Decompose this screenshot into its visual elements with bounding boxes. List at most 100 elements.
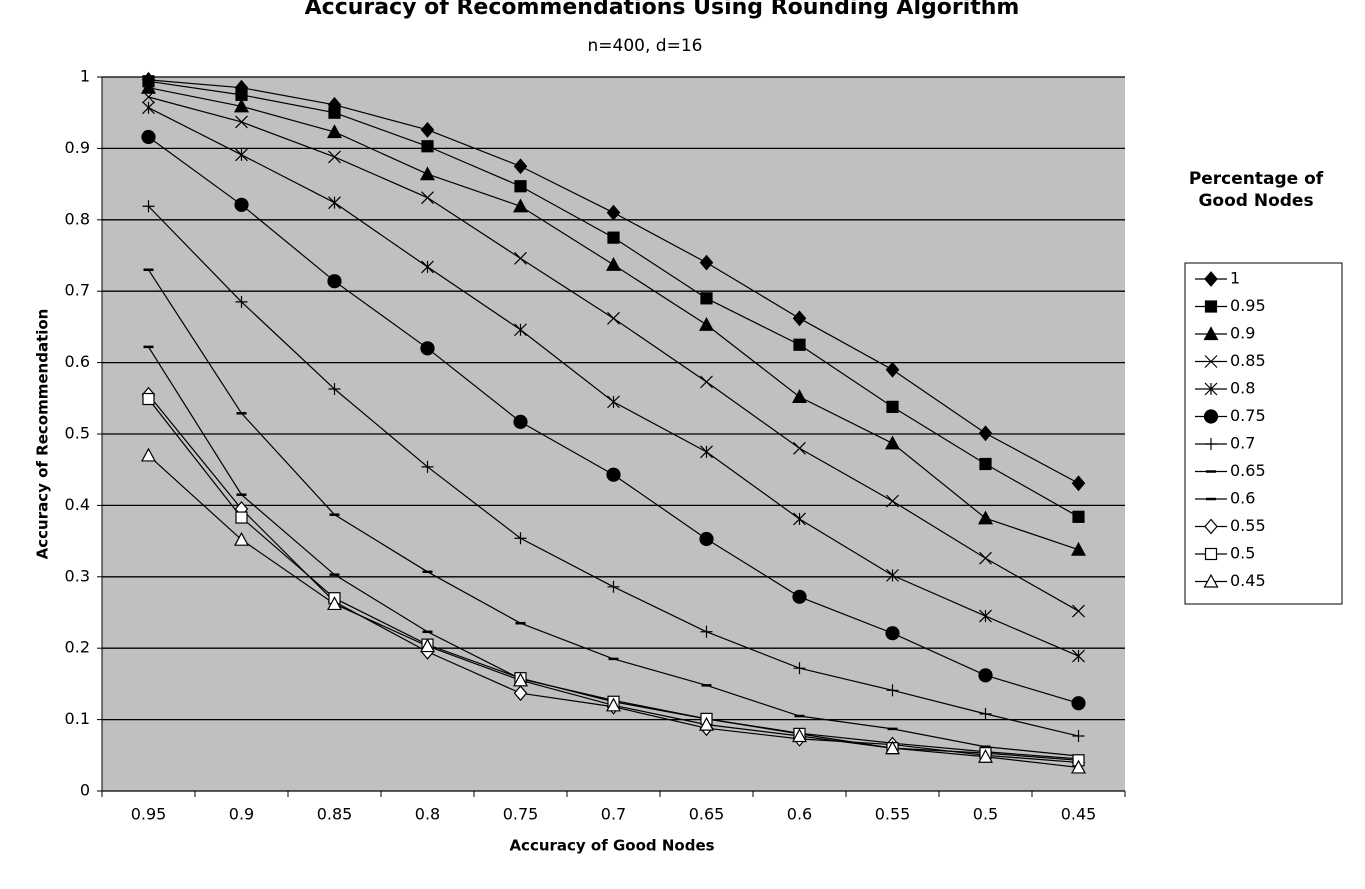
marker: [979, 551, 992, 565]
marker: [513, 158, 528, 175]
marker: [234, 197, 249, 212]
marker: [700, 445, 713, 459]
marker: [514, 180, 527, 193]
marker: [792, 589, 807, 604]
y-tick-label: 0.9: [65, 138, 90, 157]
marker: [1072, 604, 1085, 618]
marker: [979, 609, 992, 623]
marker: [886, 400, 899, 413]
marker: [328, 106, 341, 119]
marker: [233, 531, 250, 546]
y-tick-label: 0.4: [65, 495, 90, 514]
x-tick-label: 0.85: [317, 805, 353, 824]
marker: [1204, 518, 1218, 535]
marker: [793, 338, 806, 351]
marker: [514, 323, 527, 337]
legend-label: 0.55: [1230, 516, 1266, 535]
legend-label: 0.9: [1230, 324, 1255, 343]
marker: [1070, 759, 1087, 774]
marker: [886, 684, 899, 697]
x-axis-label: Accuracy of Good Nodes: [509, 837, 714, 855]
marker: [1205, 438, 1217, 450]
x-tick-label: 0.65: [689, 805, 725, 824]
legend-box: [1184, 262, 1343, 605]
marker: [419, 638, 436, 653]
legend-label: 0.6: [1230, 489, 1255, 508]
y-tick-label: 0.2: [65, 638, 90, 657]
marker: [512, 672, 529, 687]
y-tick-label: 0.3: [65, 566, 90, 585]
y-tick-label: 0.1: [65, 709, 90, 728]
marker: [698, 316, 715, 331]
marker: [793, 512, 806, 526]
marker: [1203, 573, 1219, 588]
marker: [420, 121, 435, 138]
marker: [884, 740, 901, 755]
marker: [1072, 730, 1085, 743]
marker: [1204, 355, 1218, 368]
marker: [700, 625, 713, 638]
x-tick-label: 0.45: [1061, 805, 1097, 824]
marker: [885, 361, 900, 378]
marker: [1204, 547, 1218, 561]
x-tick-label: 0.8: [415, 805, 440, 824]
x-tick-label: 0.5: [973, 805, 998, 824]
chart-title: Accuracy of Recommendations Using Roundi…: [305, 0, 1020, 20]
marker: [235, 148, 248, 162]
marker: [1204, 300, 1218, 313]
x-tick-label: 0.75: [503, 805, 539, 824]
marker: [141, 129, 156, 145]
marker: [977, 510, 994, 525]
legend-label: 0.75: [1230, 406, 1266, 425]
marker: [979, 707, 992, 720]
marker: [793, 441, 806, 455]
marker: [978, 668, 993, 683]
marker: [607, 231, 620, 244]
marker: [326, 124, 343, 139]
marker: [421, 260, 434, 274]
marker: [886, 568, 899, 582]
marker: [142, 200, 155, 213]
marker: [605, 697, 622, 712]
marker: [235, 511, 248, 524]
x-tick-label: 0.7: [601, 805, 626, 824]
marker: [699, 254, 714, 271]
marker: [1071, 475, 1086, 492]
marker: [1072, 649, 1085, 663]
marker: [698, 716, 715, 731]
x-tick-label: 0.9: [229, 805, 254, 824]
marker: [605, 257, 622, 271]
chart-subtitle: n=400, d=16: [588, 36, 703, 56]
marker: [699, 531, 714, 547]
marker: [884, 435, 901, 450]
marker: [142, 392, 155, 406]
marker: [606, 204, 621, 221]
marker: [606, 467, 621, 482]
legend-label: 0.95: [1230, 296, 1266, 315]
marker: [513, 685, 528, 702]
marker: [792, 310, 807, 327]
marker: [607, 580, 620, 593]
marker: [977, 748, 994, 763]
marker: [885, 626, 900, 641]
marker: [142, 90, 155, 104]
marker: [328, 383, 341, 396]
marker: [1072, 510, 1085, 523]
legend-label: 0.45: [1230, 571, 1266, 590]
marker: [793, 662, 806, 675]
marker: [514, 532, 527, 545]
marker: [1204, 271, 1218, 287]
legend-label: 0.8: [1230, 379, 1255, 398]
marker: [326, 596, 343, 611]
marker: [513, 414, 528, 429]
marker: [421, 460, 434, 473]
marker: [700, 292, 713, 305]
marker: [235, 115, 248, 129]
marker: [419, 166, 436, 181]
marker: [140, 447, 157, 462]
marker: [421, 140, 434, 153]
marker: [1071, 696, 1086, 711]
x-tick-label: 0.95: [131, 805, 167, 824]
x-tick-label: 0.6: [787, 805, 812, 824]
